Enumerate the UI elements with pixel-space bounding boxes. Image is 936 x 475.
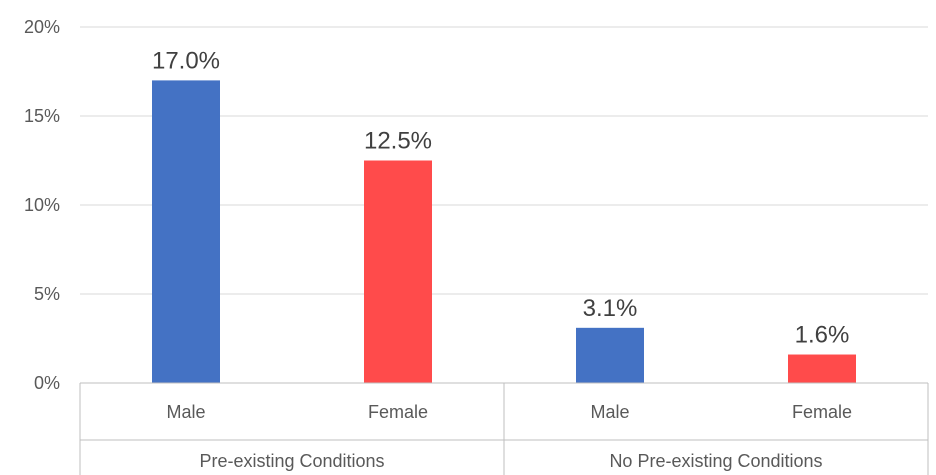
- x-category-label: Male: [590, 402, 629, 422]
- y-tick-label: 20%: [24, 17, 60, 37]
- y-tick-label: 5%: [34, 284, 60, 304]
- data-label: 12.5%: [364, 128, 432, 155]
- bar-male: [152, 80, 220, 384]
- bars: [152, 80, 856, 384]
- x-category-label: Female: [792, 402, 852, 422]
- x-category-label: Male: [166, 402, 205, 422]
- y-tick-label: 15%: [24, 106, 60, 126]
- x-category-label: Female: [368, 402, 428, 422]
- y-axis-ticks: 0% 5% 10% 15% 20%: [24, 17, 60, 393]
- data-label: 3.1%: [583, 295, 638, 322]
- x-group-label: Pre-existing Conditions: [199, 451, 384, 471]
- bar-female: [364, 160, 432, 383]
- data-labels: 17.0% 12.5% 3.1% 1.6%: [152, 47, 849, 348]
- data-label: 17.0%: [152, 47, 220, 74]
- bar-male: [576, 327, 644, 383]
- y-tick-label: 10%: [24, 195, 60, 215]
- y-tick-label: 0%: [34, 373, 60, 393]
- x-group-label: No Pre-existing Conditions: [609, 451, 822, 471]
- gridlines: [80, 26, 928, 295]
- bar-female: [788, 354, 856, 383]
- x-axis: Male Female Pre-existing Conditions Male Fem…: [79, 382, 929, 475]
- data-label: 1.6%: [795, 322, 850, 349]
